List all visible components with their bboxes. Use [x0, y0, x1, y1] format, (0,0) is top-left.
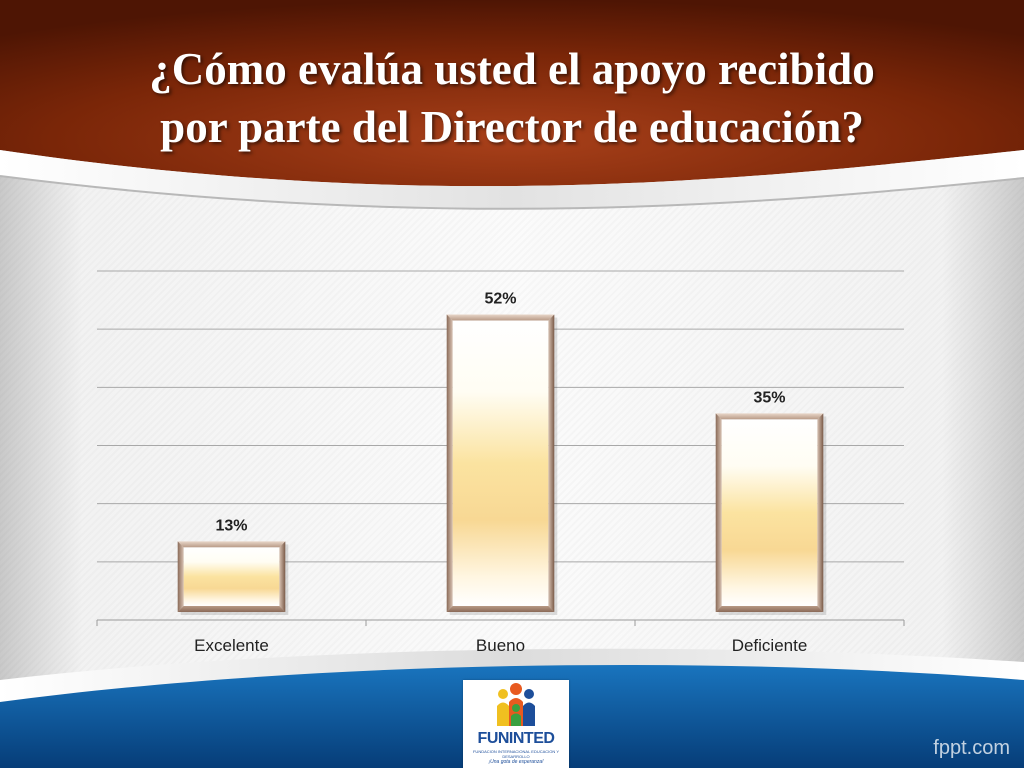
logo-name: FUNINTED [477, 730, 555, 747]
category-label: Bueno [476, 636, 525, 655]
title-line-1: ¿Cómo evalúa usted el apoyo recibido [149, 44, 875, 94]
category-label: Deficiente [732, 636, 808, 655]
funinted-logo: FUNINTED FUNDACION INTERNACIONAL EDUCACI… [463, 680, 569, 768]
title-line-2: por parte del Director de educación? [160, 102, 864, 152]
header-band [0, 0, 1024, 210]
category-label: Excelente [194, 636, 269, 655]
watermark-text: fppt.com [933, 737, 1010, 759]
data-label: 13% [215, 517, 247, 534]
data-label: 35% [753, 389, 785, 406]
data-label: 52% [484, 291, 516, 308]
bar-excelente [177, 541, 289, 615]
bar-bueno [446, 314, 558, 615]
people-logo-icon [497, 683, 535, 726]
logo-subtitle: FUNDACION INTERNACIONAL EDUCACION Y DESA… [472, 749, 559, 759]
slide-title: ¿Cómo evalúa usted el apoyo recibido por… [40, 40, 984, 156]
logo-tagline: ¡Una gota de esperanza! [488, 759, 544, 765]
bar-deficiente [715, 413, 827, 615]
